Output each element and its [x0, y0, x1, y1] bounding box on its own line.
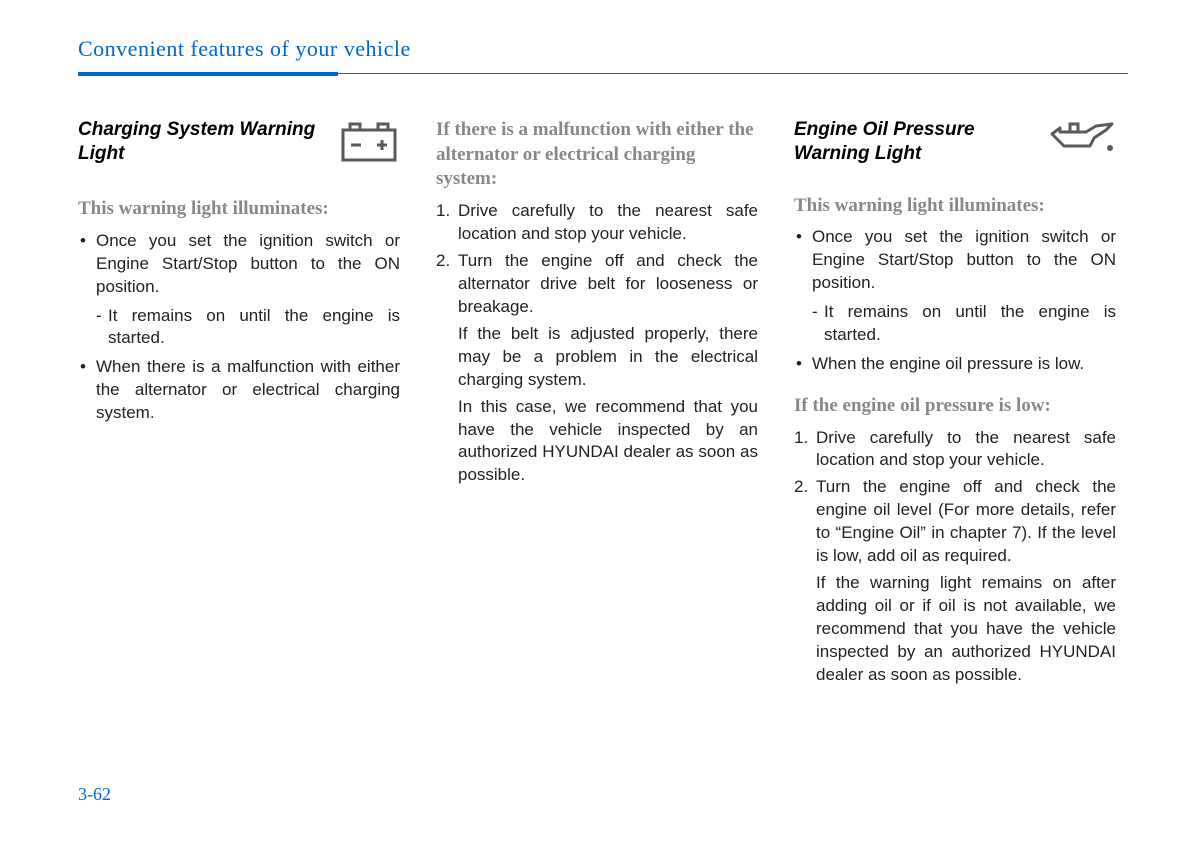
page-number: 3-62: [78, 784, 111, 805]
section-title-charging: Charging System Warning Light: [78, 118, 330, 166]
list-item: Turn the engine off and check the altern…: [436, 250, 758, 319]
column-3: Engine Oil Pressure Warning Light This w…: [794, 118, 1116, 691]
section-head-oil: Engine Oil Pressure Warning Light: [794, 118, 1116, 166]
sub-bullet-item: It remains on until the engine is starte…: [78, 305, 400, 351]
battery-icon: [338, 120, 400, 169]
header-rule: [78, 72, 1128, 76]
sub-bullet-item: It remains on until the engine is starte…: [794, 301, 1116, 347]
content-columns: Charging System Warning Light This warni…: [78, 118, 1116, 691]
column-1: Charging System Warning Light This warni…: [78, 118, 400, 691]
list-item: Drive carefully to the nearest safe loca…: [794, 427, 1116, 473]
body-col1: Once you set the ignition switch or Engi…: [78, 230, 400, 426]
chapter-title: Convenient features of your vehicle: [78, 36, 1200, 66]
subhead-illuminates-1: This warning light illuminates:: [78, 197, 400, 222]
bullet-item: When the engine oil pressure is low.: [794, 353, 1116, 376]
body-col3a: Once you set the ignition switch or Engi…: [794, 226, 1116, 376]
column-2: If there is a malfunction with either th…: [436, 118, 758, 691]
header-rule-thin: [338, 73, 1128, 74]
paragraph: If the belt is adjusted properly, there …: [436, 323, 758, 392]
section-title-oil: Engine Oil Pressure Warning Light: [794, 118, 1038, 166]
paragraph: In this case, we recommend that you have…: [436, 396, 758, 488]
page-header: Convenient features of your vehicle: [78, 36, 1200, 76]
bullet-item: Once you set the ignition switch or Engi…: [794, 226, 1116, 295]
list-item: Drive carefully to the nearest safe loca…: [436, 200, 758, 246]
section-head-charging: Charging System Warning Light: [78, 118, 400, 169]
subhead-low-pressure: If the engine oil pressure is low:: [794, 394, 1116, 419]
list-item: Turn the engine off and check the engine…: [794, 476, 1116, 568]
body-col3b: Drive carefully to the nearest safe loca…: [794, 427, 1116, 687]
subhead-illuminates-2: This warning light illuminates:: [794, 194, 1116, 219]
oil-can-icon: [1046, 120, 1116, 161]
header-rule-thick: [78, 72, 338, 76]
subhead-malfunction: If there is a malfunction with either th…: [436, 118, 758, 192]
body-col2: Drive carefully to the nearest safe loca…: [436, 200, 758, 487]
bullet-item: When there is a malfunction with either …: [78, 356, 400, 425]
bullet-item: Once you set the ignition switch or Engi…: [78, 230, 400, 299]
paragraph: If the warning light remains on after ad…: [794, 572, 1116, 687]
